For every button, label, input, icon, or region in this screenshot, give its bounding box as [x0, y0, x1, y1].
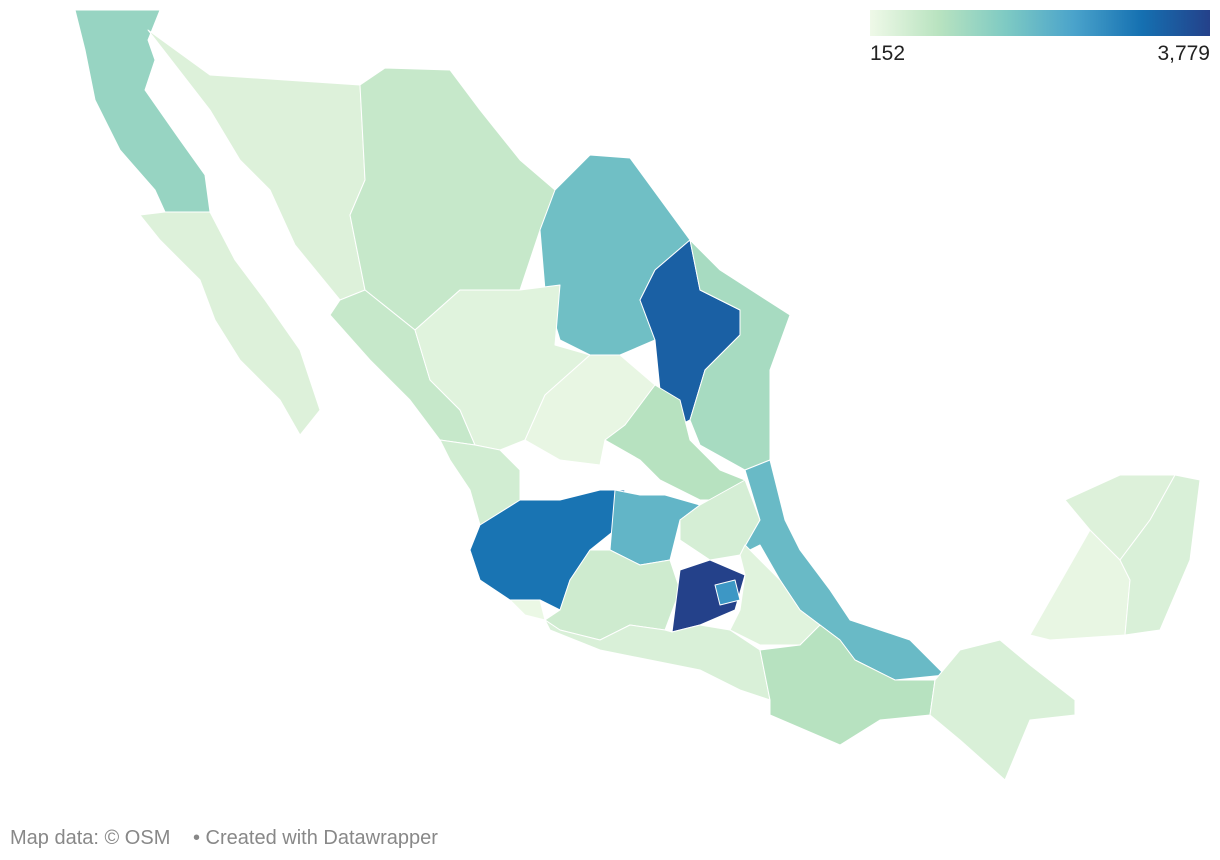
legend-label: 152	[870, 42, 905, 65]
legend-bar	[870, 10, 1210, 36]
region	[349, 67, 556, 331]
region	[1119, 474, 1201, 636]
regions	[74, 9, 1201, 781]
credit: • Created with Datawrapper	[193, 827, 438, 849]
region	[714, 579, 741, 606]
region	[509, 599, 546, 621]
region	[689, 239, 791, 471]
region	[729, 544, 821, 646]
region	[544, 619, 771, 701]
legend-label: 3,779	[1157, 42, 1210, 65]
region	[74, 9, 211, 213]
source: Map data: © OSM	[10, 827, 170, 849]
region	[139, 211, 321, 436]
region	[679, 479, 761, 561]
region	[929, 639, 1076, 781]
